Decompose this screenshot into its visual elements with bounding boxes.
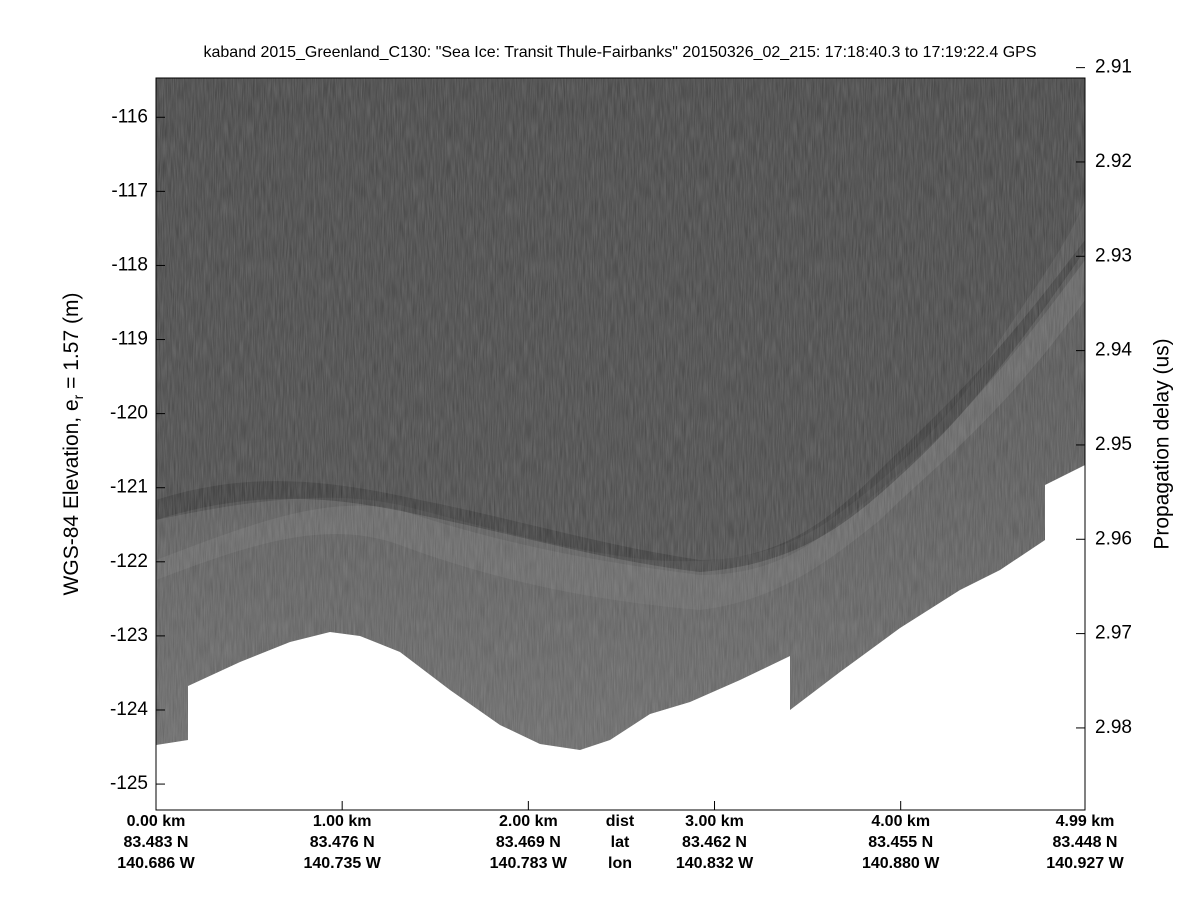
y-axis-label-main: WGS-84 Elevation, e (60, 399, 83, 595)
y-tick-label: -122 (110, 551, 148, 572)
lon-label: 140.735 W (303, 855, 381, 872)
lat-label: 83.483 N (124, 834, 189, 851)
lon-label: 140.783 W (490, 855, 568, 872)
x-tick-label: 3.00 km (685, 813, 744, 830)
y2-tick-label: 2.94 (1095, 340, 1132, 361)
y-axis-label-tail: = 1.57 (m) (60, 293, 83, 395)
y2-tick-label: 2.98 (1095, 717, 1132, 738)
chart-title: kaband 2015_Greenland_C130: "Sea Ice: Tr… (204, 44, 1037, 61)
y-tick-label: -116 (111, 106, 148, 127)
y-tick-label: -117 (111, 180, 148, 201)
y-tick-label: -125 (110, 773, 148, 794)
lat-label: 83.455 N (868, 834, 933, 851)
y-tick-label: -120 (110, 403, 148, 424)
lat-label: 83.448 N (1053, 834, 1118, 851)
y-tick-label: -124 (110, 699, 148, 720)
x-tick-label: 0.00 km (127, 813, 186, 830)
x-tick-label: 4.00 km (871, 813, 930, 830)
y-axis-label-sub: r (70, 394, 86, 399)
y2-tick-label: 2.96 (1095, 528, 1132, 549)
lon-label: 140.880 W (862, 855, 940, 872)
y2-tick-label: 2.92 (1095, 151, 1132, 172)
x-tick-label: 2.00 km (499, 813, 558, 830)
lon-label: 140.832 W (676, 855, 754, 872)
y-tick-label: -123 (110, 625, 148, 646)
y-tick-label: -118 (111, 254, 148, 275)
y2-axis-label: Propagation delay (us) (1151, 338, 1174, 549)
row-label: lon (608, 855, 632, 872)
y2-tick-label: 2.93 (1095, 245, 1132, 266)
y-axis-label: WGS-84 Elevation, er = 1.57 (m) (60, 293, 86, 596)
y-tick-label: -121 (110, 477, 148, 498)
x-tick-label: 1.00 km (313, 813, 372, 830)
lat-label: 83.462 N (682, 834, 747, 851)
y2-tick-label: 2.91 (1095, 57, 1132, 78)
echogram-image (156, 78, 1085, 750)
row-label: dist (606, 813, 635, 830)
y2-tick-label: 2.97 (1095, 623, 1132, 644)
lat-label: 83.476 N (310, 834, 375, 851)
row-label: lat (611, 834, 630, 851)
lon-label: 140.927 W (1046, 855, 1124, 872)
lon-label: 140.686 W (117, 855, 195, 872)
plot-frame (155, 77, 1086, 811)
lat-label: 83.469 N (496, 834, 561, 851)
y2-tick-label: 2.95 (1095, 434, 1132, 455)
x-tick-label: 4.99 km (1056, 813, 1115, 830)
y-tick-label: -119 (111, 329, 148, 350)
